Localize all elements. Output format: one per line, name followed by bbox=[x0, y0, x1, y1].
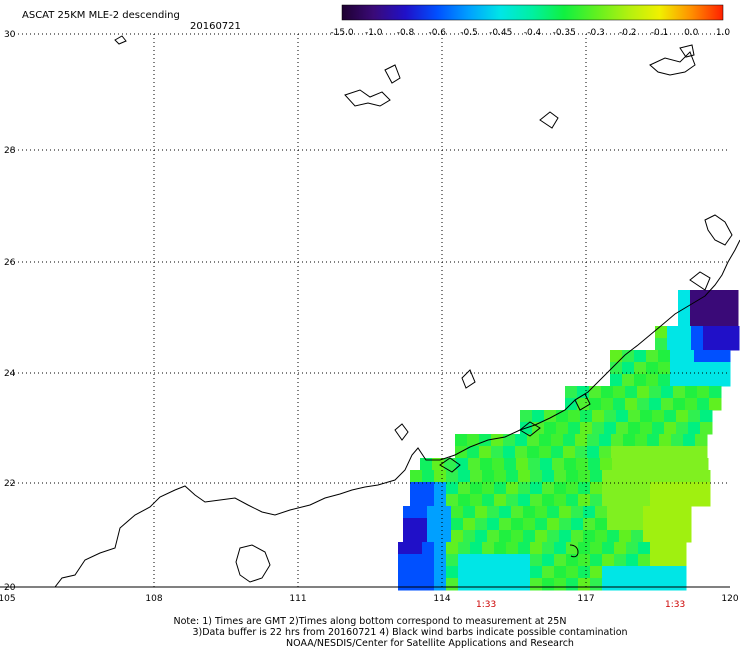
colorbar-gradient bbox=[341, 4, 724, 21]
colorbar-label: 0.0 bbox=[684, 28, 699, 38]
colorbar-label: 1.0 bbox=[716, 28, 731, 38]
note-line-2: 3)Data buffer is 22 hrs from 20160721 4)… bbox=[192, 627, 628, 638]
longitude-labels: 105 108 111 114 117 120 bbox=[0, 594, 739, 604]
colorbar: -15.0 -1.0 -0.8 -0.6 -0.5 -0.45 -0.4 -0.35 -0.3 -… bbox=[330, 4, 731, 38]
lat-label: 28 bbox=[4, 146, 16, 156]
latitude-labels: 30 28 26 24 22 20 bbox=[4, 30, 16, 593]
wind-swath bbox=[398, 290, 740, 591]
map-date: 20160721 bbox=[190, 21, 241, 32]
colorbar-label: -0.35 bbox=[553, 28, 576, 38]
colorbar-label: -0.1 bbox=[651, 28, 669, 38]
lon-label: 114 bbox=[433, 594, 450, 604]
lon-label: 120 bbox=[721, 594, 738, 604]
note-line-3: NOAA/NESDIS/Center for Satellite Applica… bbox=[286, 638, 574, 649]
pass-time-right: 1:33 bbox=[665, 600, 685, 610]
lat-label: 22 bbox=[4, 479, 15, 489]
colorbar-label: -0.4 bbox=[524, 28, 542, 38]
colorbar-label: -0.5 bbox=[460, 28, 478, 38]
lat-label: 24 bbox=[4, 369, 16, 379]
lat-label: 26 bbox=[4, 258, 16, 268]
pass-time-left: 1:33 bbox=[476, 600, 496, 610]
colorbar-label: -0.3 bbox=[587, 28, 605, 38]
colorbar-label: -1.0 bbox=[365, 28, 383, 38]
coastline bbox=[0, 35, 740, 588]
colorbar-label: -0.45 bbox=[489, 28, 512, 38]
lon-label: 105 bbox=[0, 594, 16, 604]
colorbar-label: -0.8 bbox=[397, 28, 415, 38]
colorbar-label: -15.0 bbox=[330, 28, 354, 38]
lat-label: 30 bbox=[4, 30, 16, 40]
colorbar-label: -0.6 bbox=[428, 28, 446, 38]
lat-label: 20 bbox=[4, 583, 16, 593]
map-title: ASCAT 25KM MLE-2 descending bbox=[22, 10, 180, 21]
note-line-1: Note: 1) Times are GMT 2)Times along bot… bbox=[173, 616, 567, 627]
lon-label: 108 bbox=[145, 594, 162, 604]
lon-label: 111 bbox=[289, 594, 306, 604]
lat-lon-grid bbox=[10, 33, 730, 588]
colorbar-label: -0.2 bbox=[619, 28, 637, 38]
lon-label: 117 bbox=[577, 594, 594, 604]
